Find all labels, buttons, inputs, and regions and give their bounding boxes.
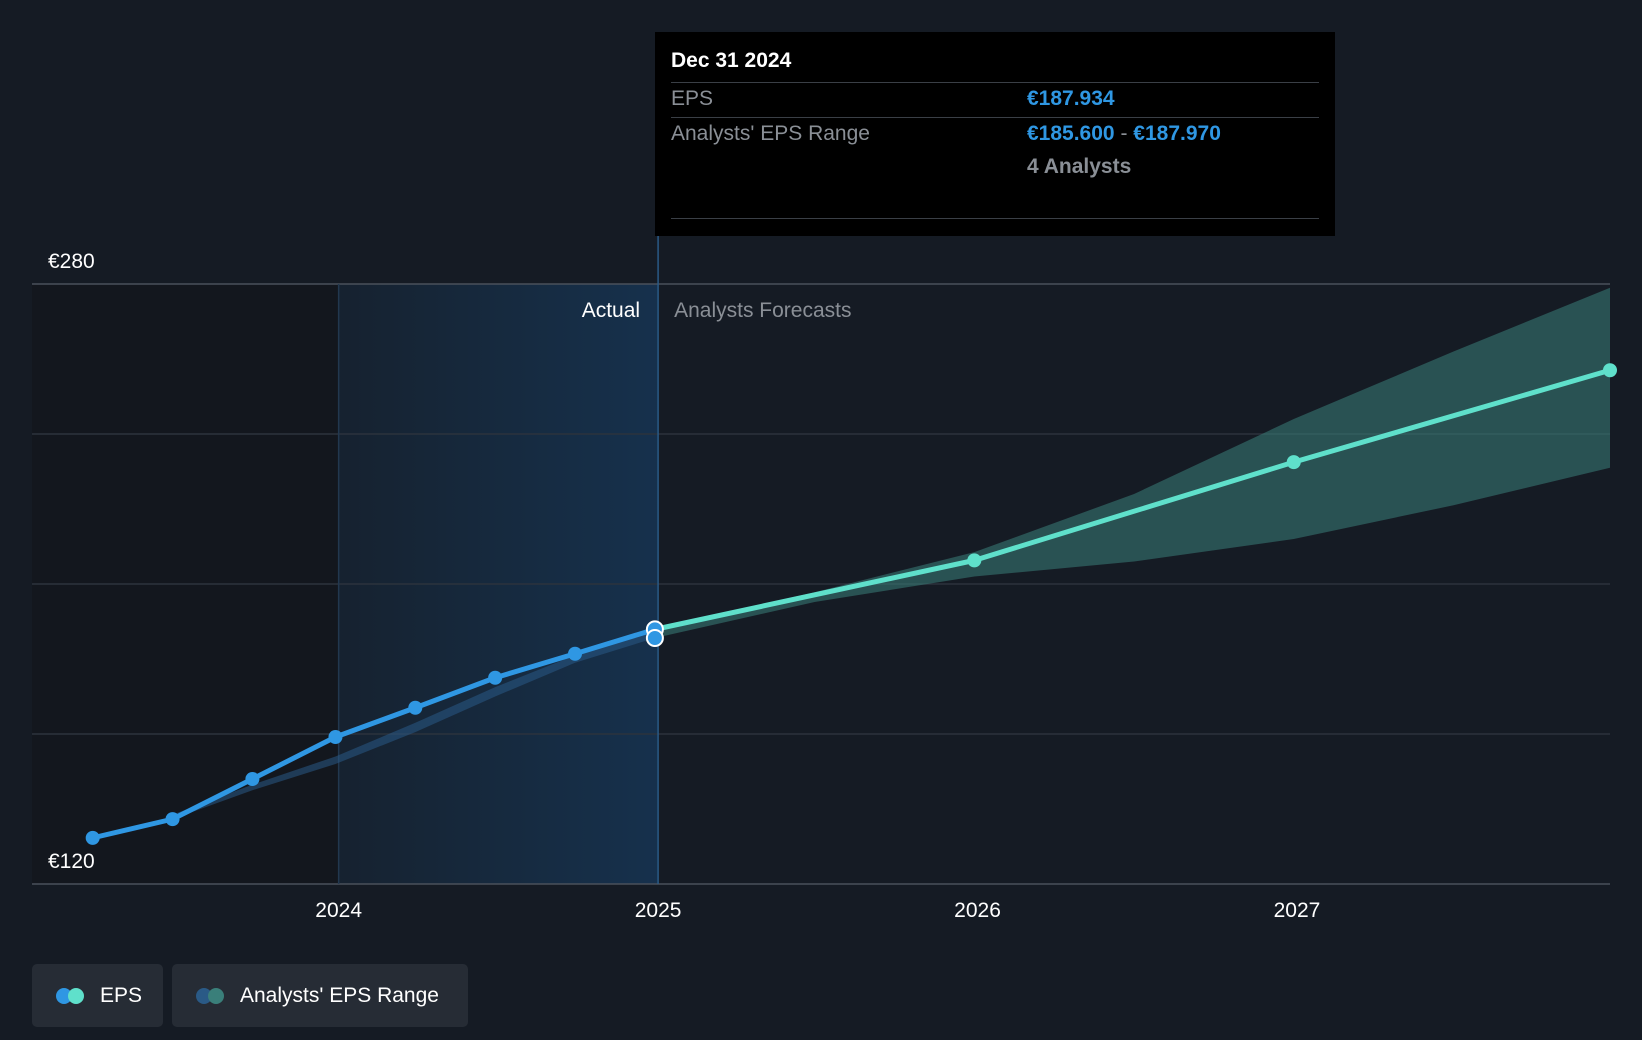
tooltip-range-high: €187.970: [1133, 122, 1221, 145]
legend-eps[interactable]: EPS: [32, 964, 163, 1027]
tooltip-eps-value: €187.934: [1027, 87, 1115, 110]
eps-forecast-line: [652, 367, 1613, 632]
eps-actual-point: [85, 830, 100, 845]
legend-range-label: Analysts' EPS Range: [240, 984, 439, 1007]
eps-actual-point: [328, 730, 343, 744]
eps-actual-line: [90, 626, 658, 841]
eps-actual-point: [165, 812, 180, 827]
tooltip-range-label: Analysts' EPS Range: [671, 122, 870, 145]
tooltip-range-low: €185.600: [1027, 122, 1115, 145]
range-forecast-dot: [208, 988, 224, 1004]
range-legend-icon: [196, 988, 230, 1004]
eps-actual-point: [408, 700, 423, 715]
forecast-label: Analysts Forecasts: [674, 299, 851, 322]
eps-forecast-point: [1603, 363, 1617, 378]
tooltip-divider: [671, 218, 1319, 219]
eps-legend-icon: [56, 988, 90, 1004]
tooltip: Dec 31 2024 EPS €187.934 Analysts' EPS R…: [655, 32, 1335, 236]
y-tick-label-bottom: €120: [48, 850, 95, 873]
eps-actual-point: [488, 670, 503, 685]
actual-label: Actual: [582, 299, 640, 322]
tooltip-analysts: 4 Analysts: [1027, 155, 1132, 178]
eps-forecast-dot: [68, 988, 84, 1004]
analyst-range-low-point: [645, 629, 664, 647]
legend-eps-label: EPS: [100, 984, 143, 1007]
y-tick-label-top: €280: [48, 250, 95, 273]
legend-analysts-range[interactable]: Analysts' EPS Range: [172, 964, 468, 1027]
x-tick-label: 2025: [635, 899, 682, 922]
tooltip-eps-label: EPS: [671, 87, 714, 110]
x-tick-label: 2024: [315, 899, 362, 922]
tooltip-range-value: €185.600 - €187.970: [1027, 118, 1221, 150]
tooltip-range-row: Analysts' EPS Range €185.600 - €187.970: [671, 117, 1319, 152]
analyst-range-forecast-area: [654, 287, 1610, 638]
tooltip-eps-row: EPS €187.934: [671, 82, 1319, 117]
analyst-range-actual-area: [172, 629, 655, 820]
tooltip-analysts-row: 4 Analysts: [671, 152, 1319, 186]
x-tick-label: 2027: [1274, 899, 1321, 922]
eps-forecast-point: [1286, 455, 1301, 470]
tooltip-date: Dec 31 2024: [671, 49, 792, 72]
tooltip-range-separator: -: [1120, 122, 1128, 145]
eps-actual-point: [568, 646, 583, 661]
x-tick-label: 2026: [954, 899, 1001, 922]
eps-actual-point: [245, 772, 260, 786]
eps-forecast-point: [967, 553, 982, 568]
